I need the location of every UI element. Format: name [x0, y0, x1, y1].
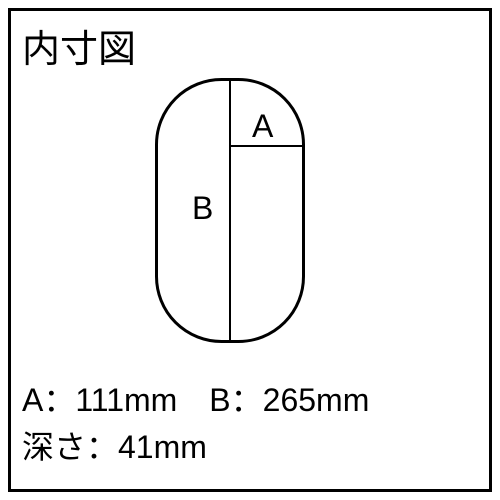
- dimension-label-a: A: [252, 108, 273, 145]
- spec-line-1: A：111mm B：265mm: [22, 375, 369, 421]
- diagram-title: 内寸図: [22, 18, 136, 73]
- dimension-line-a: [230, 145, 305, 147]
- dimension-line-b: [229, 78, 231, 343]
- dimension-label-b: B: [192, 190, 213, 227]
- spec-line-2: 深さ：41mm: [22, 422, 207, 468]
